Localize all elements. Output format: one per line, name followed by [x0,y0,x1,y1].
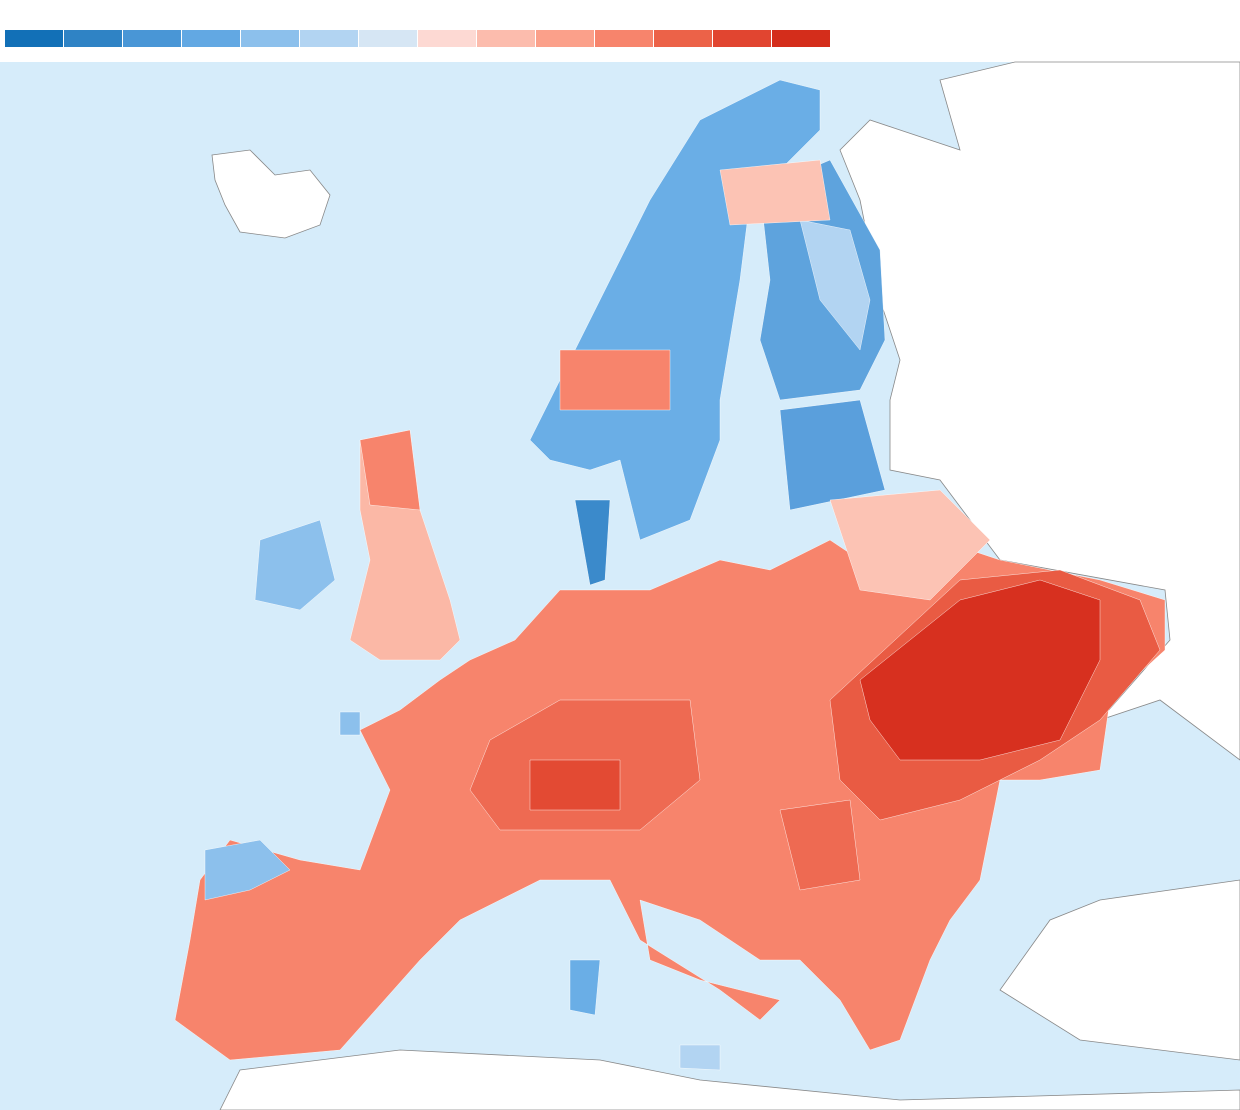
finland-east [799,219,871,351]
ireland [254,519,336,611]
denmark [574,499,611,586]
iceland [211,149,331,239]
alps-core [529,759,621,811]
galicia [204,839,291,901]
legend-swatch [654,30,712,47]
legend-swatch [359,30,417,47]
legend-swatch [713,30,771,47]
legend-swatch [5,30,63,47]
sicily [679,1044,721,1071]
legend-swatch [477,30,535,47]
legend-swatch [182,30,240,47]
legend-swatch [595,30,653,47]
land-africa [219,1049,1240,1110]
legend [5,30,830,47]
balkans [779,799,861,891]
legend-swatch [241,30,299,47]
land-anatolia [999,879,1240,1061]
land-east [839,61,1240,761]
baltics [779,399,886,511]
legend-swatch [123,30,181,47]
legend-swatch [418,30,476,47]
ukraine-core [859,579,1101,761]
norway-south [559,349,671,411]
lapland [719,159,831,226]
legend-swatch [64,30,122,47]
sardinia [569,959,601,1016]
scotland [359,429,421,511]
legend-swatch [536,30,594,47]
brittany [339,711,361,736]
legend-swatch [300,30,358,47]
belarus [829,489,991,601]
legend-swatch [772,30,830,47]
